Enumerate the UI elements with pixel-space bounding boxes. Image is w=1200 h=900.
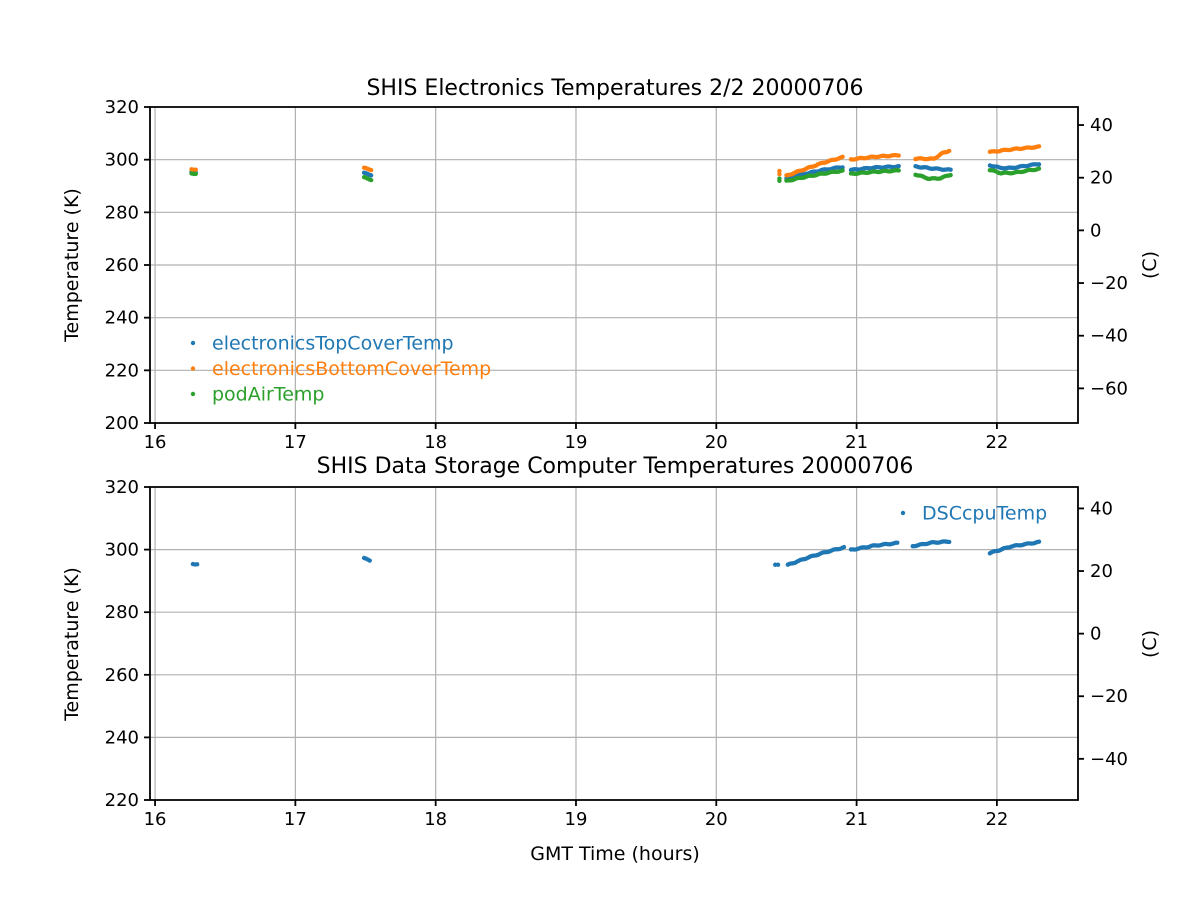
x-tick-label: 22 — [985, 809, 1008, 830]
data-point — [777, 168, 782, 174]
data-point — [840, 168, 845, 173]
data-point — [368, 177, 374, 183]
y-tick-label-right: 0 — [1090, 220, 1101, 241]
bottom-chart-title: SHIS Data Storage Computer Temperatures … — [317, 454, 914, 479]
y-tick-label-left: 320 — [105, 97, 139, 118]
x-tick-label: 17 — [284, 809, 307, 830]
data-point — [1036, 539, 1042, 544]
y-tick-label-left: 240 — [105, 308, 139, 329]
data-point — [777, 176, 782, 181]
y-tick-label-left: 320 — [105, 477, 139, 498]
y-tick-label-left: 280 — [105, 202, 139, 223]
x-tick-label: 20 — [705, 432, 728, 453]
data-point — [896, 163, 901, 169]
data-point — [193, 171, 198, 177]
legend-label-electronicsBottomCoverTemp: electronicsBottomCoverTemp — [212, 358, 491, 380]
x-tick-label: 20 — [705, 809, 728, 830]
data-point — [775, 562, 781, 567]
data-point — [895, 540, 900, 545]
y-tick-label-left: 220 — [105, 790, 139, 811]
legend-label-electronicsTopCoverTemp: electronicsTopCoverTemp — [212, 333, 454, 355]
y-tick-label-right: 40 — [1090, 498, 1113, 519]
series-electronicsTopCoverTemp — [189, 162, 1042, 181]
x-tick-label: 21 — [845, 432, 868, 453]
series-podAirTemp — [189, 166, 1042, 184]
series-DSCcpuTemp — [190, 539, 1042, 567]
y-tick-label-right: −20 — [1090, 273, 1128, 294]
data-point — [946, 148, 952, 154]
x-tick-label: 21 — [845, 809, 868, 830]
data-point — [948, 167, 953, 172]
y-tick-label-right: 20 — [1090, 561, 1113, 582]
x-tick-label: 18 — [424, 432, 447, 453]
data-point — [896, 153, 901, 158]
x-axis-label: GMT Time (hours) — [530, 843, 700, 865]
legend-marker-DSCcpuTemp-icon — [900, 510, 906, 516]
top-chart-layer: 16 17 18 19 20 21 22200220240260280300320−60−4… — [105, 97, 1128, 453]
y-tick-label-left: 260 — [105, 665, 139, 686]
top-chart-title: SHIS Electronics Temperatures 2/2 200007… — [366, 76, 863, 101]
data-point — [777, 171, 782, 177]
bottom-chart-y-axis-label-right: (C) — [1139, 630, 1161, 658]
bottom-chart-y-axis-label-left: Temperature (K) — [61, 567, 83, 722]
y-tick-label-right: −60 — [1090, 378, 1128, 399]
y-tick-label-right: 20 — [1090, 168, 1113, 189]
axes-spines — [149, 486, 1079, 801]
data-point — [948, 172, 953, 178]
y-tick-label-left: 300 — [105, 150, 139, 171]
data-point — [1036, 144, 1042, 149]
data-point — [1036, 166, 1042, 171]
y-tick-label-left: 200 — [105, 413, 139, 434]
data-point — [840, 154, 845, 160]
legend-marker-podAirTemp-icon — [190, 391, 196, 397]
data-point — [841, 544, 847, 550]
data-point — [193, 167, 198, 172]
top-chart-y-axis-label-right: (C) — [1139, 251, 1161, 279]
bottom-chart-layer: 16 17 18 19 20 21 22 220 240 260 280 300 320 −40 −20 0 2… — [105, 477, 1128, 830]
data-point — [368, 167, 374, 173]
y-tick-label-left: 300 — [105, 540, 139, 561]
y-tick-label-left: 260 — [105, 255, 139, 276]
legend-marker-electronicsBottomCoverTemp-icon — [190, 366, 196, 371]
data-point — [367, 558, 372, 563]
y-tick-label-right: −20 — [1090, 686, 1128, 707]
data-point — [368, 173, 374, 178]
top-chart-legend: electronicsTopCoverTemp electronicsBotto… — [190, 333, 491, 406]
x-tick-label: 18 — [424, 809, 447, 830]
x-tick-label: 19 — [565, 432, 588, 453]
x-tick-label: 16 — [144, 432, 167, 453]
y-tick-label-left: 280 — [105, 602, 139, 623]
data-point — [896, 168, 901, 173]
y-tick-label-right: 0 — [1090, 624, 1101, 645]
legend-marker-electronicsTopCoverTemp-icon — [190, 340, 196, 346]
data-point — [1036, 162, 1042, 167]
axes-spines — [149, 106, 1079, 424]
y-tick-label-left: 220 — [105, 360, 139, 381]
bottom-chart-legend: DSCcpuTemp — [900, 503, 1047, 525]
x-tick-label: 16 — [144, 809, 167, 830]
data-point — [194, 562, 200, 567]
x-tick-label: 19 — [565, 809, 588, 830]
legend-label-DSCcpuTemp: DSCcpuTemp — [922, 503, 1047, 525]
y-tick-label-right: 40 — [1090, 115, 1113, 136]
series-electronicsBottomCoverTemp — [189, 144, 1042, 178]
x-tick-label: 17 — [284, 432, 307, 453]
x-tick-label: 22 — [985, 432, 1008, 453]
legend-label-podAirTemp: podAirTemp — [212, 384, 324, 406]
y-tick-label-left: 240 — [105, 727, 139, 748]
y-tick-label-right: −40 — [1090, 749, 1128, 770]
y-tick-label-right: −40 — [1090, 326, 1128, 347]
data-point — [946, 539, 952, 545]
top-chart-y-axis-label-left: Temperature (K) — [61, 188, 83, 343]
